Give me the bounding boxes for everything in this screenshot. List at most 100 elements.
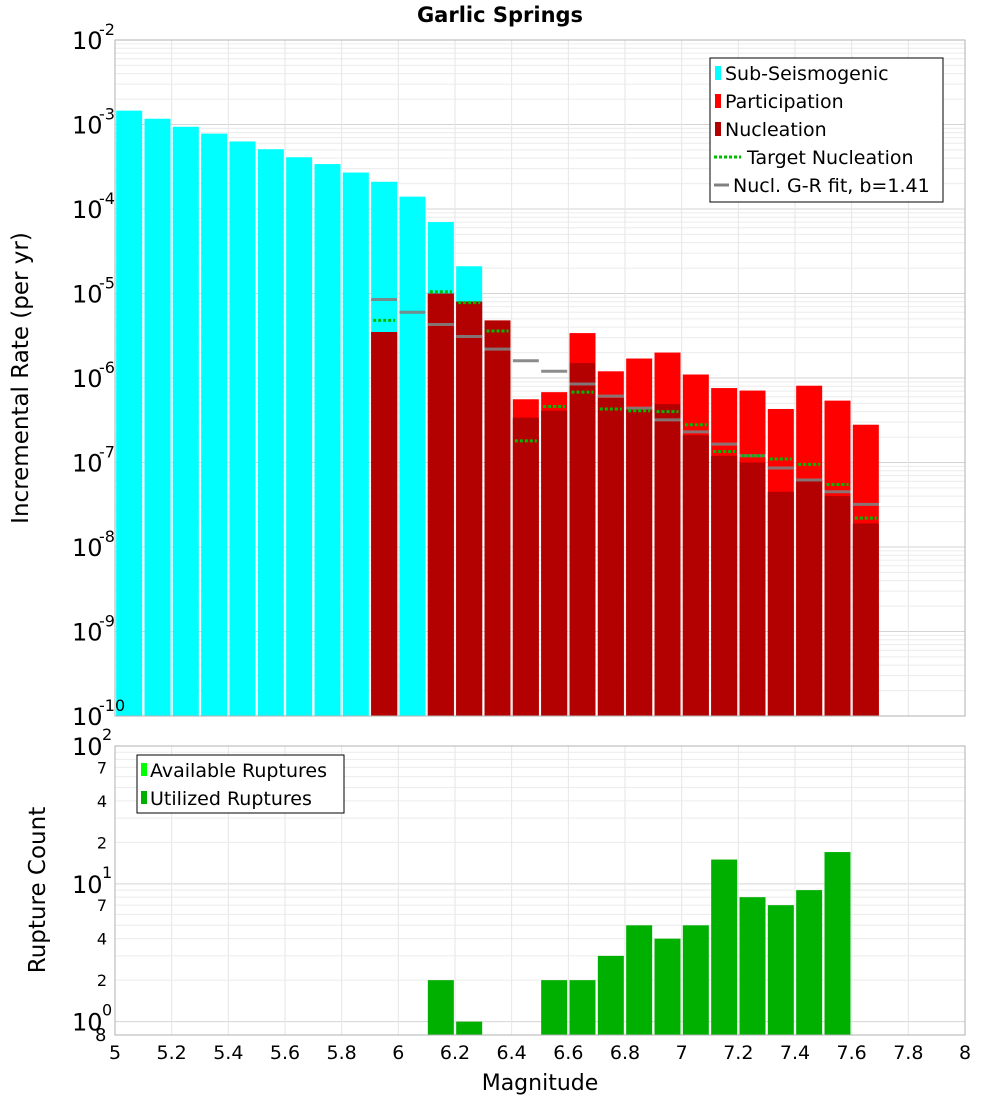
sub-seismogenic-bar <box>399 196 426 717</box>
nucleation-bar <box>654 404 681 716</box>
y-minor-tick-label: 4 <box>97 792 107 811</box>
y-tick-label: 10 <box>72 733 103 761</box>
sub-seismogenic-bar <box>116 110 143 716</box>
y-tick-label: 10 <box>72 112 103 140</box>
y-minor-tick-label: 2 <box>97 833 107 852</box>
bottom-legend-box <box>136 754 345 814</box>
sub-seismogenic-bar <box>144 118 171 717</box>
sub-seismogenic-bar <box>314 164 341 716</box>
legend-swatch-participation <box>715 94 721 108</box>
y-tick-exponent: 2 <box>102 725 112 744</box>
x-tick-label: 6.6 <box>553 1042 583 1064</box>
y-tick-label: 10 <box>72 27 103 55</box>
legend-label-nucleation: Nucleation <box>725 119 827 141</box>
y-tick-exponent: -2 <box>99 20 115 39</box>
x-tick-label: 7.4 <box>780 1042 810 1064</box>
y-tick-exponent: -9 <box>99 612 115 631</box>
y-minor-tick-label: 2 <box>97 971 107 990</box>
y-tick-exponent: -5 <box>99 274 115 293</box>
nucleation-bar <box>711 455 738 716</box>
y-tick-label: 10 <box>72 365 103 393</box>
y-tick-label: 10 <box>72 871 103 899</box>
nucleation-bar <box>484 320 511 716</box>
x-axis-label: Magnitude <box>482 1071 599 1096</box>
nucleation-bar <box>512 417 539 716</box>
x-tick-label: 6 <box>392 1042 404 1064</box>
nucleation-bar <box>739 462 766 716</box>
y-minor-tick-label: 4 <box>97 930 107 949</box>
sub-seismogenic-bar <box>201 133 228 716</box>
utilized-ruptures-bar <box>824 852 851 1035</box>
utilized-ruptures-bar <box>456 1021 483 1035</box>
utilized-ruptures-bar <box>654 938 681 1035</box>
x-tick-label: 6.8 <box>610 1042 640 1064</box>
y-tick-exponent: 1 <box>102 863 112 882</box>
nucleation-bar <box>597 397 624 716</box>
bottom-y-axis-label: Rupture Count <box>25 807 51 973</box>
x-tick-labels: 5 5.2 5.4 5.6 5.8 6 6.2 6.4 6.6 6.8 7 7.2 7.4 7.6 7.8 8 <box>109 1042 971 1064</box>
top-marks <box>371 290 879 520</box>
y-tick-exponent: -8 <box>99 527 115 546</box>
bottom-legend: Available Ruptures Utilized Ruptures <box>136 754 345 814</box>
legend-swatch-utilized-ruptures <box>141 791 147 804</box>
y-tick-label: 10 <box>72 703 103 731</box>
y-tick-label: 10 <box>72 196 103 224</box>
nucleation-bar <box>456 301 483 716</box>
top-plot-frame <box>114 39 966 717</box>
x-tick-label: 6.2 <box>440 1042 470 1064</box>
sub-seismogenic-bar <box>286 157 313 717</box>
legend-label-available-ruptures: Available Ruptures <box>150 760 327 782</box>
y-tick-exponent: 0 <box>102 1001 112 1020</box>
y-tick-label: 10 <box>72 619 103 647</box>
sub-seismogenic-bar <box>229 141 256 717</box>
top-legend: Sub-Seismogenic Participation Nucleation… <box>709 57 944 203</box>
legend-label-utilized-ruptures: Utilized Ruptures <box>150 788 312 810</box>
x-tick-label: 5.2 <box>157 1042 187 1064</box>
legend-label-sub-seismogenic: Sub-Seismogenic <box>725 63 889 85</box>
x-tick-label: 5.4 <box>213 1042 243 1064</box>
y-tick-exponent: -4 <box>99 189 115 208</box>
top-grid <box>114 39 966 717</box>
sub-seismogenic-bar <box>257 149 284 716</box>
top-y-axis-label: Incremental Rate (per yr) <box>8 232 34 524</box>
chart-title: Garlic Springs <box>417 3 583 27</box>
x-tick-label: 5 <box>109 1042 121 1064</box>
y-tick-label: 10 <box>72 281 103 309</box>
nucleation-bar <box>541 410 568 716</box>
nucleation-bar <box>767 491 794 716</box>
top-legend-box <box>709 57 944 203</box>
y-minor-tick-label: 7 <box>97 758 107 777</box>
bottom-plot-frame <box>114 745 966 1036</box>
nucleation-bar <box>852 523 879 716</box>
x-tick-label: 7 <box>676 1042 688 1064</box>
nucleation-bar <box>427 293 454 716</box>
x-tick-label: 5.8 <box>327 1042 357 1064</box>
utilized-ruptures-bar <box>427 980 454 1035</box>
legend-swatch-available-ruptures <box>141 763 147 776</box>
y-tick-exponent: -7 <box>99 443 115 462</box>
x-tick-label: 6.4 <box>497 1042 527 1064</box>
utilized-ruptures-bar <box>541 980 568 1035</box>
top-bars <box>116 110 879 717</box>
nucleation-bar <box>796 479 823 716</box>
bottom-grid <box>114 745 966 1035</box>
bottom-bars <box>427 852 851 1035</box>
legend-label-participation: Participation <box>725 91 844 113</box>
legend-label-target-nucleation: Target Nucleation <box>746 147 914 169</box>
utilized-ruptures-bar <box>767 905 794 1035</box>
nucleation-bar <box>371 332 398 716</box>
y-tick-exponent: -10 <box>99 696 125 715</box>
nucleation-bar <box>626 408 653 716</box>
utilized-ruptures-bar <box>796 890 823 1035</box>
legend-swatch-nucleation <box>715 122 721 136</box>
y-tick-label: 10 <box>72 534 103 562</box>
utilized-ruptures-bar <box>711 859 738 1035</box>
utilized-ruptures-bar <box>626 925 653 1035</box>
y-tick-exponent: -6 <box>99 358 115 377</box>
utilized-ruptures-bar <box>597 955 624 1035</box>
y-tick-exponent: -3 <box>99 105 115 124</box>
nucleation-bar <box>824 496 851 716</box>
legend-label-gr-fit: Nucl. G-R fit, b=1.41 <box>733 175 930 197</box>
